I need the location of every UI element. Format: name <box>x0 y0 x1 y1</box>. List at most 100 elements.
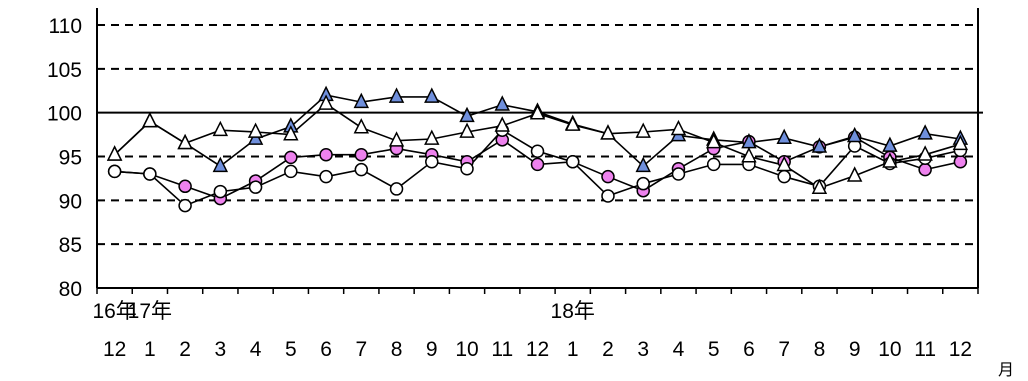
x-tick-label: 6 <box>743 338 755 361</box>
data-point <box>247 122 264 138</box>
data-point <box>107 164 122 179</box>
data-point <box>284 164 298 179</box>
x-tick-label: 5 <box>285 338 297 361</box>
data-point <box>636 176 650 191</box>
data-point <box>530 144 545 158</box>
data-point <box>425 155 439 169</box>
data-point <box>529 104 546 120</box>
data-point <box>283 125 299 141</box>
data-point <box>671 167 686 181</box>
x-tick-label: 9 <box>426 338 438 361</box>
x-tick-label: 7 <box>778 338 790 361</box>
data-point <box>106 145 123 161</box>
y-tick-label: 100 <box>47 103 82 126</box>
data-point <box>248 180 263 194</box>
y-tick-label: 80 <box>59 278 82 301</box>
x-tick-label: 11 <box>914 338 936 361</box>
data-point <box>705 132 722 149</box>
x-tick-label: 1 <box>144 338 156 361</box>
data-point <box>706 157 721 172</box>
data-point <box>917 124 933 140</box>
x-tick-label: 3 <box>637 338 649 361</box>
data-point <box>601 189 615 203</box>
data-point <box>388 87 405 103</box>
y-tick-label: 105 <box>47 59 82 82</box>
x-tick-label: 4 <box>250 338 262 361</box>
data-point <box>178 179 192 194</box>
x-tick-label: 5 <box>708 338 720 361</box>
x-tick-label: 11 <box>491 338 513 361</box>
data-point <box>600 124 616 140</box>
x-tick-label: 10 <box>878 338 901 361</box>
data-point <box>388 131 405 147</box>
data-point <box>284 150 298 165</box>
data-point <box>882 152 898 168</box>
data-point <box>424 87 440 103</box>
data-point <box>776 155 792 172</box>
data-point <box>494 95 510 111</box>
data-point <box>142 111 158 128</box>
data-point <box>635 156 651 173</box>
data-point <box>776 128 792 145</box>
x-tick-label: 6 <box>320 338 332 361</box>
data-point <box>459 122 475 138</box>
x-tick-label: 2 <box>179 338 191 361</box>
x-tick-label: 3 <box>214 338 226 361</box>
data-point <box>354 162 369 177</box>
year-label: 16年 <box>92 300 136 323</box>
data-point <box>670 119 687 136</box>
data-point <box>353 118 370 134</box>
year-label: 18年 <box>551 300 595 323</box>
data-point <box>178 198 192 213</box>
x-tick-label: 9 <box>849 338 861 361</box>
data-point <box>565 155 580 169</box>
data-point <box>212 156 229 173</box>
data-point <box>318 94 334 110</box>
x-unit-label: 月 <box>998 362 1014 379</box>
y-tick-label: 90 <box>59 190 82 213</box>
data-point <box>353 92 370 109</box>
data-point <box>741 147 757 163</box>
x-tick-label: 4 <box>673 338 685 361</box>
y-tick-label: 95 <box>59 147 82 170</box>
data-point <box>319 147 333 162</box>
data-point <box>811 178 828 195</box>
data-point <box>460 162 474 176</box>
data-point <box>952 134 969 151</box>
data-point <box>635 122 651 138</box>
data-point <box>601 169 615 184</box>
x-tick-label: 12 <box>103 338 126 361</box>
chart-axes <box>96 8 979 294</box>
data-point <box>354 147 369 162</box>
x-tick-label: 1 <box>567 338 579 361</box>
data-point <box>319 169 333 184</box>
x-tick-label: 12 <box>949 338 972 361</box>
data-point <box>494 116 510 132</box>
x-tick-label: 2 <box>602 338 614 361</box>
data-point <box>389 182 404 196</box>
data-point <box>882 136 898 152</box>
x-tick-label: 7 <box>355 338 367 361</box>
data-point <box>459 106 475 123</box>
x-tick-label: 8 <box>814 338 826 361</box>
data-point <box>212 120 229 137</box>
data-point <box>177 133 193 150</box>
data-point <box>953 155 968 169</box>
y-tick-label: 110 <box>49 15 82 38</box>
x-tick-label: 8 <box>391 338 403 361</box>
data-point <box>530 157 545 172</box>
year-label: 17年 <box>128 300 172 323</box>
data-point <box>846 126 863 143</box>
data-point <box>143 167 157 181</box>
data-point <box>918 162 932 177</box>
data-point <box>213 184 228 199</box>
data-point <box>424 129 440 145</box>
data-point <box>917 145 933 161</box>
x-tick-label: 10 <box>455 338 478 361</box>
y-tick-label: 85 <box>59 234 82 257</box>
chart-series <box>106 85 969 213</box>
data-point <box>811 137 828 153</box>
x-tick-label: 12 <box>526 338 549 361</box>
